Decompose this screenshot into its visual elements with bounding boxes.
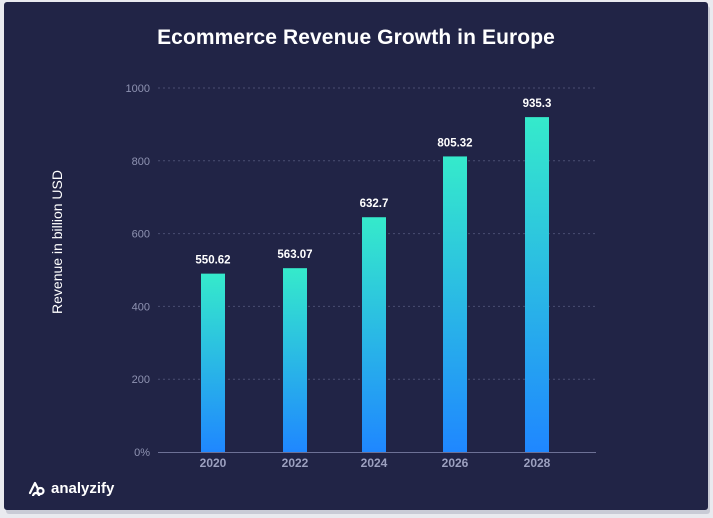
chart-card: Ecommerce Revenue Growth in Europe Reven… — [4, 2, 708, 510]
data-label-2026: 805.32 — [437, 137, 472, 149]
chart-title: Ecommerce Revenue Growth in Europe — [157, 26, 555, 49]
data-label-2024: 632.7 — [360, 198, 389, 210]
x-tick-label-2024: 2024 — [361, 456, 388, 470]
y-tick-label: 0% — [134, 447, 150, 459]
data-label-2022: 563.07 — [277, 249, 312, 261]
bar-2026 — [443, 156, 467, 452]
x-tick-label-2022: 2022 — [282, 456, 309, 470]
x-tick-label-2026: 2026 — [442, 456, 469, 470]
bar-chart: 0% 200 400 600 800 1000 550.62 2020 563.07 2022 63… — [126, 83, 596, 470]
y-tick-label: 600 — [132, 229, 150, 241]
y-tick-label: 200 — [132, 374, 150, 386]
brand-name: analyzify — [51, 479, 115, 497]
y-tick-label: 800 — [132, 156, 150, 168]
bar-2028 — [525, 117, 549, 453]
data-label-2020: 550.62 — [195, 255, 230, 267]
bar-2020 — [201, 273, 225, 452]
y-tick-label: 1000 — [126, 83, 150, 95]
x-tick-label-2020: 2020 — [200, 456, 227, 470]
brand-logo: analyzify — [28, 478, 114, 498]
bar-2022 — [283, 268, 307, 452]
y-tick-label: 400 — [132, 301, 150, 313]
data-label-2028: 935.3 — [523, 98, 552, 110]
x-tick-label-2028: 2028 — [524, 456, 551, 470]
analyzify-logo-icon — [28, 481, 45, 496]
bar-2024 — [362, 217, 386, 452]
